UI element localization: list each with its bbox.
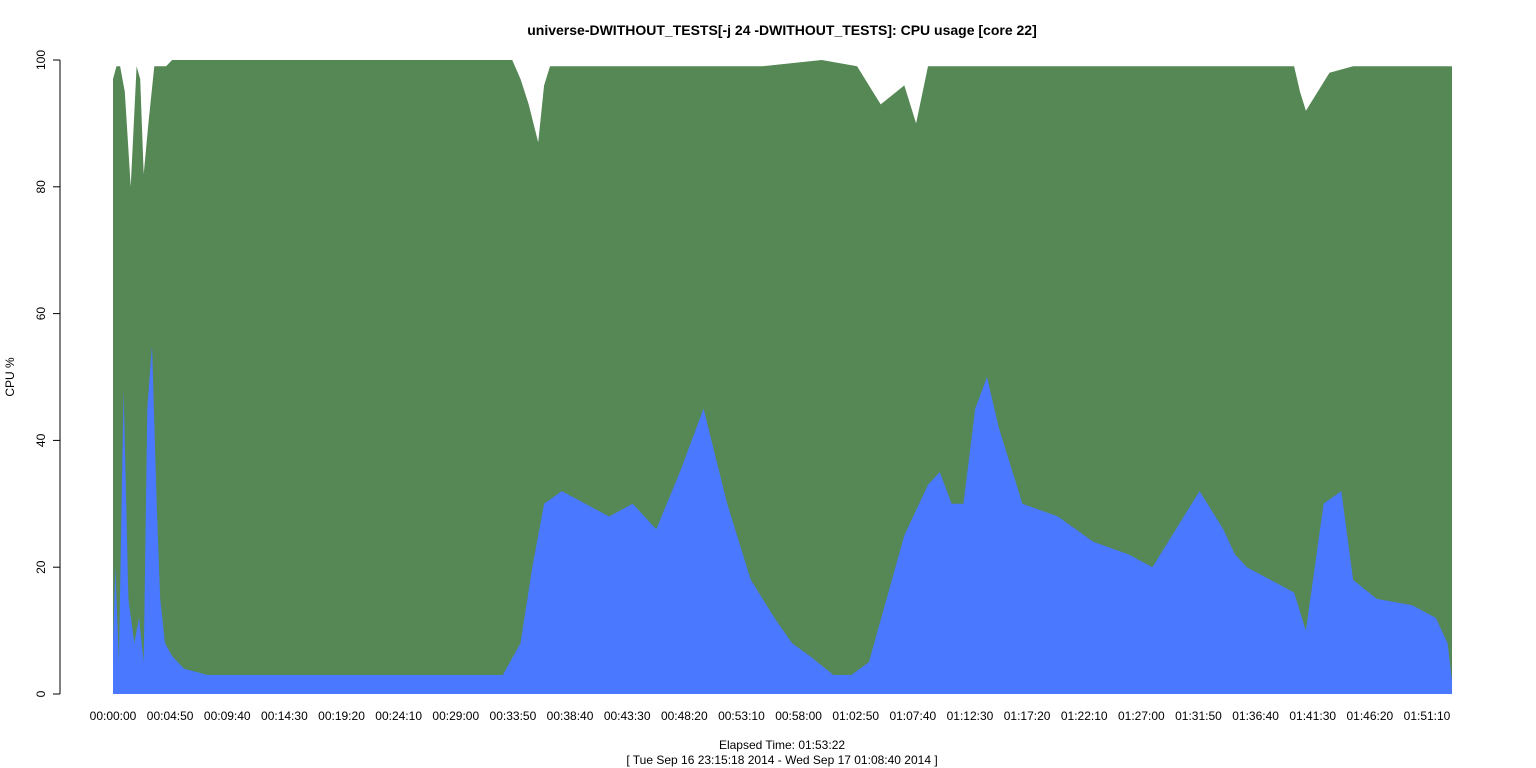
x-tick-label: 00:14:30 [261,709,308,723]
x-tick-label: 00:53:10 [718,709,765,723]
x-tick-label: 00:09:40 [204,709,251,723]
x-tick-label: 01:31:50 [1175,709,1222,723]
x-tick-label: 00:29:00 [432,709,479,723]
x-tick-label: 01:27:00 [1118,709,1165,723]
chart-title: universe-DWITHOUT_TESTS[-j 24 -DWITHOUT_… [527,22,1037,38]
y-tick-label: 100 [34,50,48,70]
x-tick-label: 01:46:20 [1347,709,1394,723]
x-tick-label: 00:04:50 [147,709,194,723]
x-tick-label: 00:48:20 [661,709,708,723]
x-tick-label: 01:07:40 [889,709,936,723]
x-tick-label: 00:00:00 [90,709,137,723]
y-axis-ticks: 0 20 40 60 80 100 [34,50,60,697]
x-tick-label: 01:22:10 [1061,709,1108,723]
x-tick-label: 00:19:20 [318,709,365,723]
y-tick-label: 20 [34,560,48,574]
y-tick-label: 0 [34,690,48,697]
x-tick-label: 00:33:50 [490,709,537,723]
x-tick-label: 00:24:10 [375,709,422,723]
y-tick-label: 80 [34,180,48,194]
x-axis-label: Elapsed Time: 01:53:22 [719,738,845,752]
x-tick-label: 00:58:00 [775,709,822,723]
x-tick-label: 00:38:40 [547,709,594,723]
x-tick-label: 01:02:50 [832,709,879,723]
x-axis-ticks: 00:00:00 00:04:50 00:09:40 00:14:30 00:19:20… [90,709,1451,723]
y-tick-label: 40 [34,433,48,447]
plot-area [113,60,1452,694]
series-0-area [113,60,1452,694]
x-tick-label: 00:43:30 [604,709,651,723]
x-tick-label: 01:17:20 [1004,709,1051,723]
y-tick-label: 60 [34,307,48,321]
x-tick-label: 01:51:10 [1404,709,1451,723]
x-tick-label: 01:12:30 [947,709,994,723]
x-tick-label: 01:41:30 [1289,709,1336,723]
x-tick-label: 01:36:40 [1232,709,1279,723]
y-axis-label: CPU % [3,357,17,397]
time-range-subtitle: [ Tue Sep 16 23:15:18 2014 - Wed Sep 17 … [626,753,937,767]
series-1-area [113,345,1452,694]
